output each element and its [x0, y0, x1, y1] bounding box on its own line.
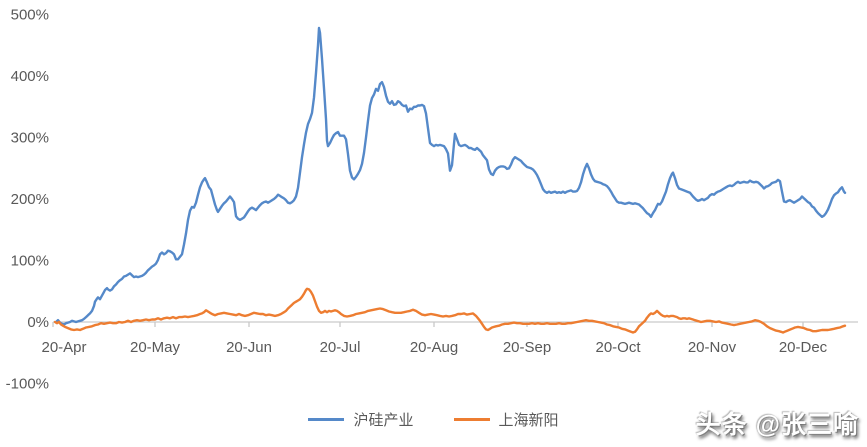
series-line-xinyang — [53, 287, 847, 334]
y-axis-label: 500% — [11, 7, 49, 24]
x-axis-label: 20-Apr — [41, 339, 86, 356]
legend-swatch-hugui — [308, 418, 345, 421]
x-axis-label: 20-Sep — [503, 339, 551, 356]
y-axis-label: 400% — [11, 68, 49, 85]
x-axis-label: 20-Oct — [595, 339, 641, 356]
x-axis-label: 20-May — [130, 339, 181, 356]
legend-swatch-xinyang — [453, 418, 490, 421]
x-axis-label: 20-Aug — [410, 339, 458, 356]
y-axis-label: 0% — [27, 314, 49, 331]
y-axis-label: -100% — [6, 376, 49, 393]
x-axis-label: 20-Dec — [779, 339, 828, 356]
y-axis-label: 300% — [11, 130, 49, 147]
x-axis-label: 20-Jun — [226, 339, 272, 356]
x-axis-label: 20-Jul — [320, 339, 361, 356]
watermark: 头条 @张三喻 — [695, 411, 859, 439]
chart-legend: 沪硅产业 上海新阳 — [0, 409, 867, 430]
legend-item-xinyang: 上海新阳 — [453, 409, 559, 430]
y-axis-label: 100% — [11, 253, 49, 270]
legend-label-xinyang: 上海新阳 — [498, 412, 559, 429]
legend-item-hugui: 沪硅产业 — [308, 409, 414, 430]
y-axis-label: 200% — [11, 191, 49, 208]
x-axis-label: 20-Nov — [688, 339, 737, 356]
series-line-hugui — [54, 26, 847, 326]
legend-label-hugui: 沪硅产业 — [353, 412, 414, 429]
